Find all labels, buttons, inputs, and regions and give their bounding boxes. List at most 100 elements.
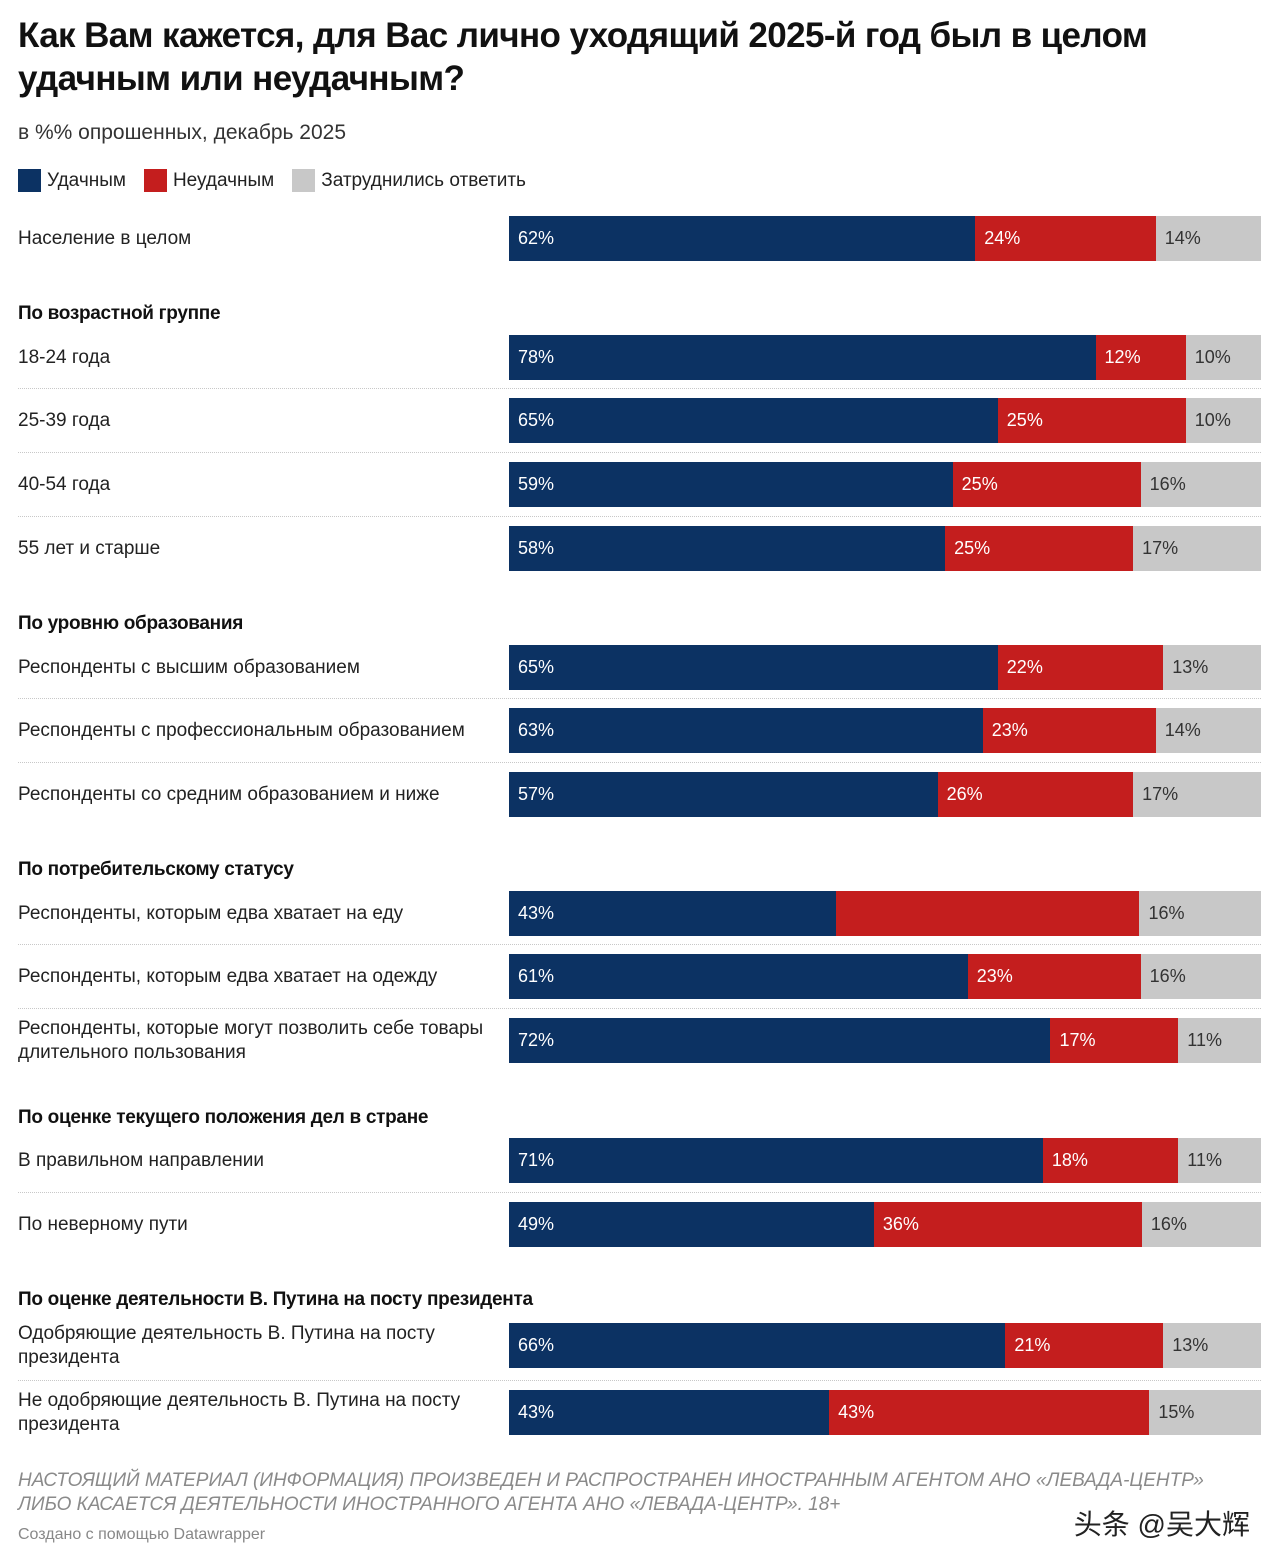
bar-segment-unsure: 16% bbox=[1139, 891, 1261, 936]
row-label: 55 лет и старше bbox=[18, 537, 161, 559]
data-label: 23% bbox=[991, 720, 1028, 740]
bar-segment-negative bbox=[835, 891, 1140, 936]
data-label: 65% bbox=[518, 657, 555, 677]
legend-label-positive: Удачным bbox=[47, 169, 126, 191]
data-label: 61% bbox=[518, 966, 555, 986]
bar-segment-positive: 59% bbox=[509, 462, 953, 507]
legend-label-negative: Неудачным bbox=[172, 169, 275, 191]
data-label: 13% bbox=[1172, 1335, 1209, 1355]
group-heading: По оценке текущего положения дел в стран… bbox=[18, 1107, 429, 1128]
bar-segment-positive: 78% bbox=[509, 335, 1096, 380]
bar-segment-unsure: 16% bbox=[1141, 1202, 1261, 1247]
stacked-bar: 61% 23% 16% bbox=[509, 954, 1261, 999]
row-label: Одобряющие деятельность В. Путина на пос… bbox=[18, 1322, 435, 1368]
bar-segment-unsure: 10% bbox=[1185, 398, 1261, 443]
data-label: 13% bbox=[1172, 657, 1209, 677]
legend-swatch-unsure bbox=[292, 169, 316, 192]
stacked-bar: 59% 25% 16% bbox=[509, 462, 1261, 507]
group-heading: По возрастной группе bbox=[18, 303, 221, 324]
bar-segment-negative: 26% bbox=[937, 772, 1134, 817]
bar-segment-negative: 25% bbox=[945, 526, 1134, 571]
bar-segment-unsure: 17% bbox=[1133, 772, 1261, 817]
stacked-bar: 62% 24% 14% bbox=[509, 216, 1261, 261]
bar-segment-negative: 36% bbox=[873, 1202, 1142, 1247]
bar-segment-unsure: 13% bbox=[1163, 645, 1261, 690]
data-label: 15% bbox=[1158, 1402, 1195, 1422]
row-label: 18-24 года bbox=[18, 346, 111, 368]
data-label: 18% bbox=[1051, 1150, 1088, 1170]
bar-segment-unsure: 11% bbox=[1178, 1018, 1261, 1063]
bar-segment-unsure: 10% bbox=[1185, 335, 1261, 380]
data-label: 11% bbox=[1187, 1030, 1222, 1050]
data-label: 25% bbox=[961, 474, 998, 494]
row-label: В правильном направлении bbox=[18, 1149, 264, 1171]
chart-subtitle: в %% опрошенных, декабрь 2025 bbox=[18, 121, 347, 144]
row-label: Респонденты, которые могут позволить себ… bbox=[18, 1017, 484, 1063]
data-label: 16% bbox=[1150, 1214, 1187, 1234]
group-heading: По уровню образования bbox=[18, 613, 243, 634]
row-separator bbox=[18, 516, 1261, 517]
bar-segment-unsure: 14% bbox=[1155, 216, 1261, 261]
bar-segment-positive: 63% bbox=[509, 708, 983, 753]
data-label: 25% bbox=[1006, 410, 1043, 430]
data-label: 14% bbox=[1164, 228, 1201, 248]
bar-segment-positive: 72% bbox=[509, 1018, 1051, 1063]
bar-segment-unsure: 17% bbox=[1133, 526, 1261, 571]
data-label: 57% bbox=[518, 784, 555, 804]
bar-segment-positive: 62% bbox=[509, 216, 976, 261]
stacked-bar: 58% 25% 17% bbox=[509, 526, 1261, 571]
bar-segment-positive: 65% bbox=[509, 645, 998, 690]
row-label: Респонденты с высшим образованием bbox=[18, 656, 360, 678]
data-label: 17% bbox=[1059, 1030, 1096, 1050]
row-separator bbox=[18, 1008, 1261, 1009]
row-separator bbox=[18, 944, 1261, 945]
datawrapper-credit: Создано с помощью Datawrapper bbox=[18, 1526, 266, 1543]
bar-segment-negative: 25% bbox=[952, 462, 1141, 507]
bar-segment-positive: 43% bbox=[509, 891, 836, 936]
bar-segment-positive: 49% bbox=[509, 1202, 874, 1247]
bar-segment-unsure: 15% bbox=[1149, 1390, 1261, 1435]
data-label: 59% bbox=[518, 474, 555, 494]
stacked-bar: 49% 36% 16% bbox=[509, 1202, 1261, 1247]
data-label: 72% bbox=[518, 1030, 555, 1050]
row-separator bbox=[18, 388, 1261, 389]
bar-segment-unsure: 13% bbox=[1163, 1323, 1261, 1368]
data-label: 12% bbox=[1104, 347, 1141, 367]
legend-swatch-positive bbox=[18, 169, 41, 192]
stacked-bar: 65% 25% 10% bbox=[509, 398, 1261, 443]
bar-segment-negative: 17% bbox=[1050, 1018, 1179, 1063]
data-label: 62% bbox=[518, 228, 555, 248]
row-label: Респонденты со средним образованием и ни… bbox=[18, 783, 440, 805]
stacked-bar: 63% 23% 14% bbox=[509, 708, 1261, 753]
bar-segment-unsure: 16% bbox=[1140, 462, 1261, 507]
data-label: 14% bbox=[1164, 720, 1201, 740]
data-label: 58% bbox=[518, 538, 555, 558]
data-label: 16% bbox=[1149, 474, 1186, 494]
data-label: 26% bbox=[946, 784, 983, 804]
data-label: 23% bbox=[976, 966, 1013, 986]
data-label: 10% bbox=[1194, 410, 1231, 430]
data-label: 71% bbox=[518, 1150, 555, 1170]
data-label: 65% bbox=[518, 410, 555, 430]
data-label: 10% bbox=[1194, 347, 1231, 367]
row-label: 25-39 года bbox=[18, 409, 111, 431]
data-label: 21% bbox=[1014, 1335, 1051, 1355]
bar-segment-positive: 65% bbox=[509, 398, 998, 443]
stacked-bar: 71% 18% 11% bbox=[509, 1138, 1261, 1183]
data-label: 17% bbox=[1142, 538, 1179, 558]
stacked-bar: 57% 26% 17% bbox=[509, 772, 1261, 817]
data-label: 16% bbox=[1149, 966, 1186, 986]
data-label: 78% bbox=[518, 347, 555, 367]
row-separator bbox=[18, 698, 1261, 699]
bar-segment-negative: 25% bbox=[997, 398, 1186, 443]
legend-item-unsure: Затруднились ответить bbox=[292, 169, 526, 192]
stacked-bar: 66% 21% 13% bbox=[509, 1323, 1261, 1368]
row-label: 40-54 года bbox=[18, 473, 111, 495]
data-label: 11% bbox=[1187, 1150, 1222, 1170]
row-label: Население в целом bbox=[18, 227, 192, 249]
chart-legend: Удачным Неудачным Затруднились ответить bbox=[18, 169, 544, 192]
bar-segment-positive: 61% bbox=[509, 954, 968, 999]
legend-swatch-negative bbox=[143, 169, 167, 192]
data-label: 43% bbox=[838, 1402, 875, 1422]
legend-label-unsure: Затруднились ответить bbox=[321, 169, 526, 191]
